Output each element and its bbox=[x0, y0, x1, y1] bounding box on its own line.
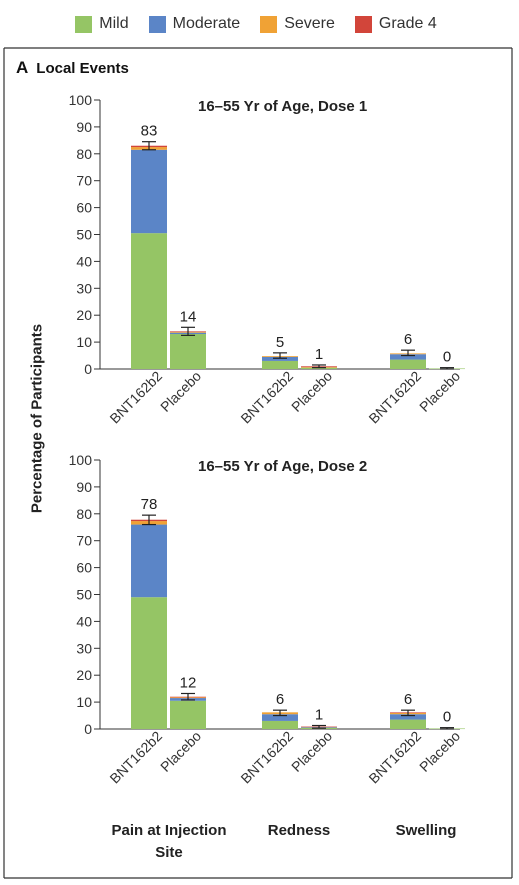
panel-title: Local Events bbox=[36, 60, 129, 77]
legend-swatch-severe bbox=[260, 15, 278, 33]
y-tick-label: 40 bbox=[76, 613, 92, 629]
y-tick-label: 50 bbox=[76, 587, 92, 603]
bar-segment-moderate bbox=[131, 149, 167, 234]
y-tick-label: 70 bbox=[76, 173, 92, 189]
data-label: 83 bbox=[141, 123, 158, 140]
data-label: 14 bbox=[180, 308, 197, 325]
data-label: 6 bbox=[276, 691, 284, 708]
legend: Mild Moderate Severe Grade 4 bbox=[0, 0, 512, 48]
data-label: 12 bbox=[180, 674, 197, 691]
x-tick-label: BNT162b2 bbox=[106, 728, 165, 787]
bar-segment-moderate bbox=[262, 714, 298, 721]
y-tick-label: 0 bbox=[84, 721, 92, 737]
panel-heading: A Local Events bbox=[16, 58, 129, 78]
legend-label-moderate: Moderate bbox=[172, 15, 241, 32]
data-label: 5 bbox=[276, 334, 284, 351]
x-tick-label: BNT162b2 bbox=[237, 728, 296, 787]
legend-swatch-moderate bbox=[148, 15, 166, 33]
y-tick-label: 40 bbox=[76, 253, 92, 269]
y-tick-label: 60 bbox=[76, 200, 92, 216]
legend-item-moderate: Moderate bbox=[148, 15, 241, 33]
group-label-redness: Redness bbox=[267, 822, 331, 839]
chart-title-dose2: 16–55 Yr of Age, Dose 2 bbox=[198, 458, 368, 475]
y-tick-label: 100 bbox=[69, 92, 93, 108]
y-tick-label: 60 bbox=[76, 560, 92, 576]
legend-item-grade4: Grade 4 bbox=[354, 15, 437, 33]
bar-segment-mild bbox=[262, 360, 298, 369]
panel-letter: A bbox=[16, 58, 29, 77]
bar-segment-mild bbox=[131, 233, 167, 369]
bar-segment-moderate bbox=[131, 524, 167, 598]
y-tick-label: 20 bbox=[76, 307, 92, 323]
y-tick-label: 20 bbox=[76, 667, 92, 683]
legend-swatch-grade4 bbox=[354, 15, 372, 33]
y-tick-label: 90 bbox=[76, 479, 92, 495]
legend-label-grade4: Grade 4 bbox=[378, 15, 437, 32]
bar-segment-mild bbox=[170, 700, 206, 729]
y-tick-label: 0 bbox=[84, 361, 92, 377]
data-label: 1 bbox=[315, 707, 323, 724]
y-tick-label: 100 bbox=[69, 452, 93, 468]
legend-label-mild: Mild bbox=[99, 15, 129, 32]
y-tick-label: 10 bbox=[76, 334, 92, 350]
x-tick-label: Placebo bbox=[157, 728, 204, 775]
y-tick-label: 80 bbox=[76, 146, 92, 162]
y-tick-label: 30 bbox=[76, 280, 92, 296]
chart-title-dose1: 16–55 Yr of Age, Dose 1 bbox=[198, 98, 368, 115]
bar-segment-moderate bbox=[390, 354, 426, 360]
x-tick-label: BNT162b2 bbox=[365, 728, 424, 787]
legend-label-severe: Severe bbox=[284, 15, 335, 32]
data-label: 1 bbox=[315, 346, 323, 363]
y-tick-label: 70 bbox=[76, 533, 92, 549]
x-tick-label: Placebo bbox=[416, 728, 463, 775]
bar-segment-mild bbox=[170, 334, 206, 369]
data-label: 6 bbox=[404, 331, 412, 348]
bar-segment-mild bbox=[390, 359, 426, 369]
y-tick-label: 50 bbox=[76, 227, 92, 243]
legend-item-severe: Severe bbox=[260, 15, 335, 33]
bar-segment-mild bbox=[131, 597, 167, 729]
group-label-pain: Pain at Injection Site bbox=[111, 822, 227, 861]
y-tick-label: 10 bbox=[76, 694, 92, 710]
bar-segment-mild bbox=[390, 719, 426, 729]
data-label: 78 bbox=[141, 496, 158, 513]
y-tick-label: 30 bbox=[76, 640, 92, 656]
data-label: 0 bbox=[443, 709, 451, 726]
data-label: 6 bbox=[404, 691, 412, 708]
bar-segment-mild bbox=[301, 367, 337, 369]
bar-segment-moderate bbox=[390, 714, 426, 720]
bar-segment-moderate bbox=[262, 356, 298, 361]
bar-segment-mild bbox=[262, 720, 298, 729]
group-label-swelling: Swelling bbox=[395, 822, 457, 839]
legend-swatch-mild bbox=[75, 15, 93, 33]
y-tick-label: 90 bbox=[76, 119, 92, 135]
x-tick-label: Placebo bbox=[288, 728, 335, 775]
y-tick-label: 80 bbox=[76, 506, 92, 522]
data-label: 0 bbox=[443, 349, 451, 366]
legend-item-mild: Mild bbox=[75, 15, 129, 33]
